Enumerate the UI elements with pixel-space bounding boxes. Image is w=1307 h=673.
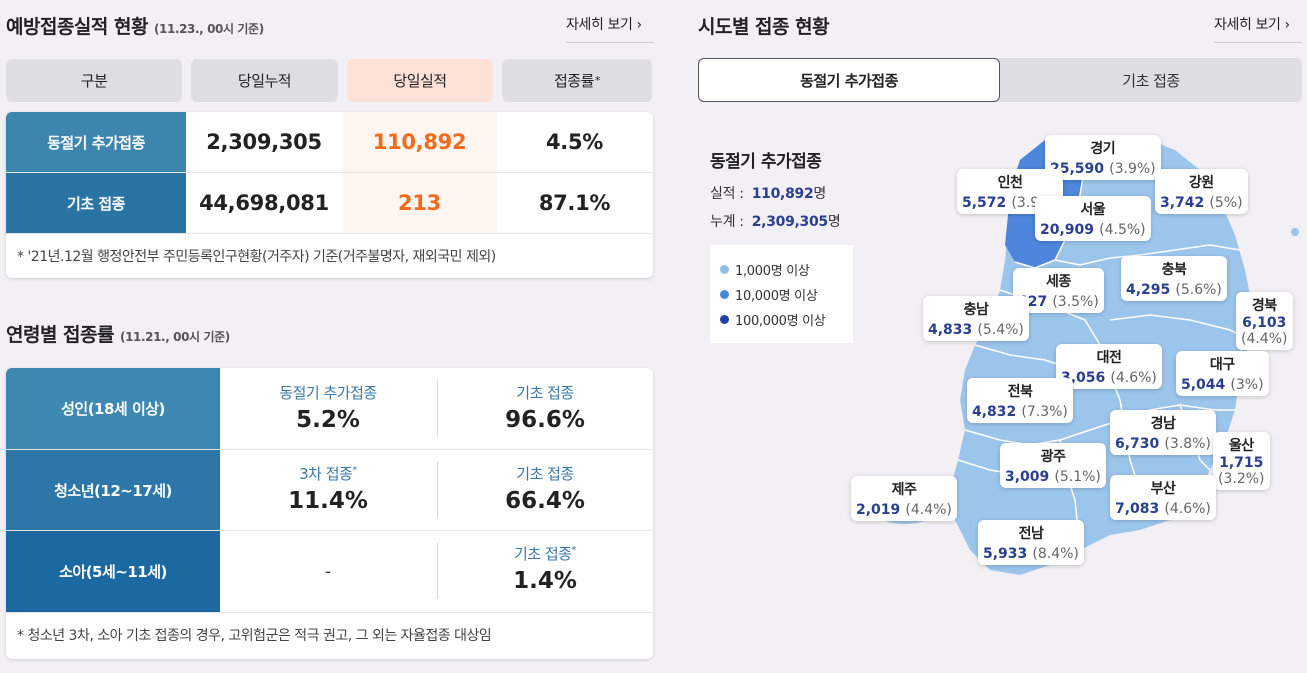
age-cell: 기초 접종 96.6% xyxy=(505,384,585,433)
divider xyxy=(6,612,653,613)
region-label-gwangju[interactable]: 광주 3,009 (5.1%) xyxy=(1000,443,1106,488)
region-label-jeju[interactable]: 제주 2,019 (4.4%) xyxy=(851,476,957,521)
table-row: 동절기 추가접종 2,309,305 110,892 4.5% xyxy=(6,112,652,172)
legend-dot xyxy=(720,265,729,274)
age-label-adult: 성인(18세 이상) xyxy=(6,368,220,449)
summary-total: 누계 :2,309,305명 xyxy=(710,214,841,230)
region-label-gyeongnam[interactable]: 경남 6,730 (3.8%) xyxy=(1110,410,1216,455)
footnote: * '21년.12월 행정안전부 주민등록인구현황(거주자) 기준(거주불명자,… xyxy=(17,249,496,265)
tab-basic[interactable]: 기초 접종 xyxy=(1122,71,1180,90)
region-label-jeonbuk[interactable]: 전북 4,832 (7.3%) xyxy=(967,378,1073,423)
age-label-child: 소아(5세~11세) xyxy=(6,531,220,612)
region-label-daejeon[interactable]: 대전 3,056 (4.6%) xyxy=(1056,344,1162,389)
legend-dot xyxy=(720,315,729,324)
region-label-jeonnam[interactable]: 전남 5,933 (8.4%) xyxy=(978,520,1084,565)
region-label-ulsan[interactable]: 울산 1,715 (3.2%) xyxy=(1213,432,1270,490)
region-status-header: 시도별 접종 현황 xyxy=(698,12,830,39)
cell-rate: 87.1% xyxy=(538,191,611,215)
region-label-gyeongbuk[interactable]: 경북 6,103 (4.4%) xyxy=(1236,292,1293,350)
legend-item: 10,000명 이상 xyxy=(720,282,843,307)
cell-rate: 4.5% xyxy=(545,130,604,154)
more-link-vaccination[interactable]: 자세히 보기 › xyxy=(566,14,654,43)
footnote: * 청소년 3차, 소아 기초 접종의 경우, 고위험군은 적극 권고, 그 외… xyxy=(17,628,492,644)
cell-today: 213 xyxy=(342,173,497,233)
more-link-region[interactable]: 자세히 보기 › xyxy=(1214,14,1302,43)
region-label-gyeonggi[interactable]: 경기 25,590 (3.9%) xyxy=(1045,135,1161,180)
map-legend: 1,000명 이상 10,000명 이상 100,000명 이상 xyxy=(710,245,853,343)
header-category: 구분 xyxy=(6,59,182,102)
region-label-chungnam[interactable]: 충남 4,833 (5.4%) xyxy=(923,296,1029,341)
region-label-daegu[interactable]: 대구 5,044 (3%) xyxy=(1176,351,1269,396)
map-ulleung xyxy=(1291,228,1299,236)
section-title: 연령별 접종률 xyxy=(6,324,115,346)
header-today: 당일실적 xyxy=(347,59,493,102)
divider xyxy=(6,449,653,450)
divider xyxy=(437,462,438,518)
cell-cumulative: 2,309,305 xyxy=(206,130,322,154)
cell-today: 110,892 xyxy=(342,112,497,172)
vaccination-table: 동절기 추가접종 2,309,305 110,892 4.5% 기초 접종 44… xyxy=(6,112,653,278)
age-cell: - xyxy=(324,562,332,582)
legend-item: 100,000명 이상 xyxy=(720,307,843,332)
section-subtitle: (11.23., 00시 기준) xyxy=(153,22,264,36)
age-cell: 동절기 추가접종 5.2% xyxy=(279,384,377,433)
section-title: 예방접종실적 현황 xyxy=(6,16,148,38)
region-label-busan[interactable]: 부산 7,083 (4.6%) xyxy=(1110,475,1216,520)
region-label-gangwon[interactable]: 강원 3,742 (5%) xyxy=(1155,169,1248,214)
age-rate-header: 연령별 접종률 (11.21., 00시 기준) xyxy=(6,320,230,347)
legend-dot xyxy=(720,290,729,299)
age-cell: 기초 접종 66.4% xyxy=(505,465,585,514)
divider xyxy=(437,543,438,599)
row-label-booster: 동절기 추가접종 xyxy=(6,112,186,172)
legend-item: 1,000명 이상 xyxy=(720,257,843,282)
header-rate: 접종률 * xyxy=(502,59,652,102)
region-tabs: 동절기 추가접종 기초 접종 xyxy=(698,58,1302,102)
summary-title: 동절기 추가접종 xyxy=(710,152,822,172)
tab-booster[interactable]: 동절기 추가접종 xyxy=(698,58,1000,102)
divider xyxy=(6,172,653,173)
divider xyxy=(437,380,438,436)
age-table: 성인(18세 이상) 동절기 추가접종 5.2% 기초 접종 96.6% 청소년… xyxy=(6,368,653,659)
row-label-basic: 기초 접종 xyxy=(6,173,186,233)
region-label-sejong[interactable]: 세종 427 (3.5%) xyxy=(1013,268,1104,313)
region-label-seoul[interactable]: 서울 20,909 (4.5%) xyxy=(1035,196,1151,241)
divider xyxy=(6,233,653,234)
age-label-teen: 청소년(12~17세) xyxy=(6,450,220,530)
cell-cumulative: 44,698,081 xyxy=(199,191,329,215)
summary-performance: 실적 :110,892명 xyxy=(710,186,826,202)
section-subtitle: (11.21., 00시 기준) xyxy=(120,330,230,344)
age-cell: 기초 접종* 1.4% xyxy=(513,545,577,594)
vaccination-status-header: 예방접종실적 현황 (11.23., 00시 기준) xyxy=(6,12,264,39)
age-cell: 3차 접종* 11.4% xyxy=(288,465,368,514)
divider xyxy=(6,530,653,531)
region-label-chungbuk[interactable]: 충북 4,295 (5.6%) xyxy=(1121,256,1227,301)
table-row: 기초 접종 44,698,081 213 87.1% xyxy=(6,173,652,233)
section-title: 시도별 접종 현황 xyxy=(698,16,830,38)
header-cumulative: 당일누적 xyxy=(191,59,338,102)
